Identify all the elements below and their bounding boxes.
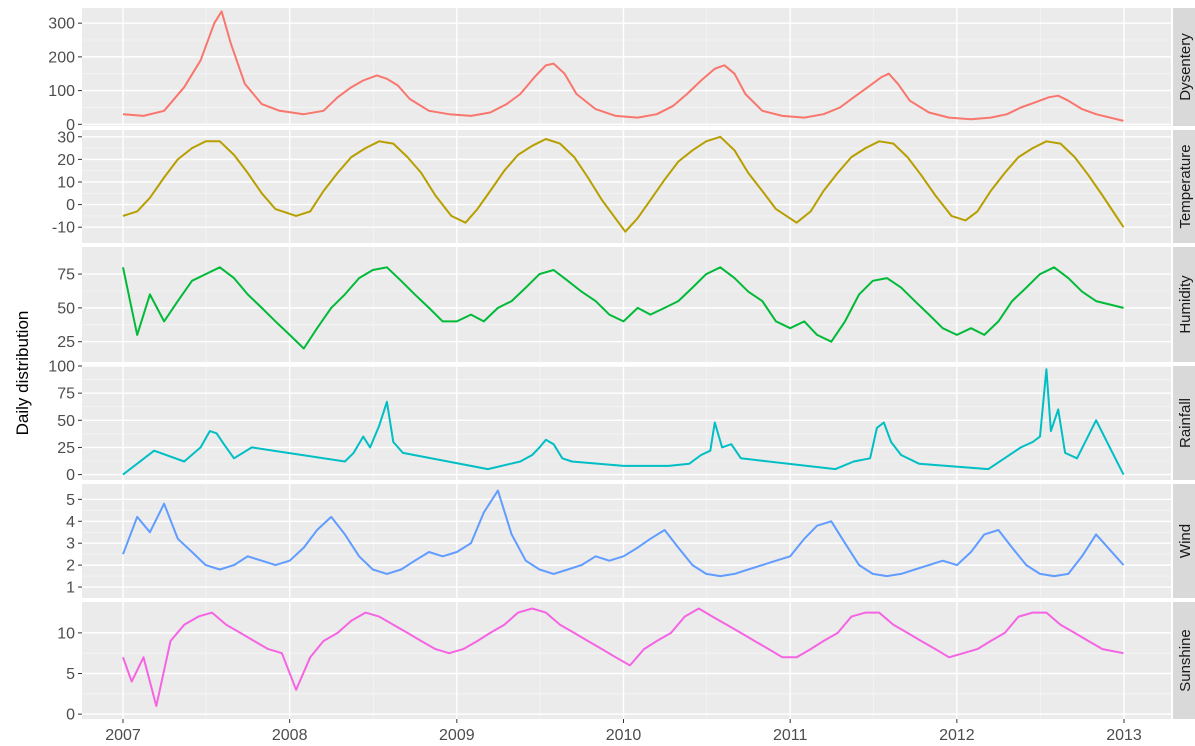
y-tick-label: 200: [48, 49, 75, 66]
facet-strip-label: Dysentery: [1177, 33, 1194, 101]
panel-background: [82, 602, 1171, 719]
y-tick-label: 300: [48, 16, 75, 33]
panel-sunshine: 0 5 10 Sunshine: [57, 602, 1195, 724]
y-tick-label: 2: [66, 558, 75, 575]
x-tick-label: 2008: [272, 727, 308, 744]
x-axis: 2007 2008 2009 2010 2011 2012 2013: [105, 719, 1142, 744]
panel-wind: 1 2 3 4 5 Wind: [66, 484, 1195, 598]
series-line-rainfall: [122, 368, 1125, 476]
y-tick-label: 10: [57, 174, 75, 191]
y-tick-label: 5: [66, 492, 75, 509]
facet-strip: [1173, 484, 1195, 598]
panel-temperature: -10 0 10 20 30 Temperature: [52, 129, 1195, 243]
series-line-humidity: [122, 266, 1124, 350]
y-tick-label: 100: [48, 359, 75, 376]
y-tick-label: 1: [66, 580, 75, 597]
y-tick-label: 0: [66, 467, 75, 484]
x-tick-label: 2007: [105, 727, 141, 744]
facet-panels: 0100200300Dysentery-100102030Temperature…: [48, 8, 1195, 724]
y-tick-label: 75: [57, 386, 75, 403]
panel-background: [82, 247, 1171, 362]
y-tick-label: 0: [66, 197, 75, 214]
series-line-temperature: [122, 135, 1125, 233]
y-tick-label: -10: [52, 220, 75, 237]
y-tick-label: 75: [57, 267, 75, 284]
panel-background: [82, 484, 1171, 598]
facet-strip-label: Wind: [1177, 524, 1194, 558]
y-tick-label: 30: [57, 129, 75, 146]
facet-strip: [1173, 366, 1195, 480]
facet-strip: [1173, 247, 1195, 362]
y-tick-label: 0: [66, 707, 75, 724]
facet-strip: [1173, 130, 1195, 243]
panel-humidity: 25 50 75 Humidity: [57, 247, 1195, 362]
x-tick-label: 2013: [1106, 727, 1142, 744]
panel-background: [82, 8, 1171, 126]
y-axis-title: Daily distribution: [13, 311, 32, 436]
panel-dysentery: 0 100 200 300 Dysentery: [48, 8, 1195, 134]
facet-strip-label: Rainfall: [1177, 398, 1194, 448]
facet-strip: [1173, 602, 1195, 719]
series-line-dysentery: [122, 10, 1124, 122]
y-tick-label: 50: [57, 413, 75, 430]
x-tick-label: 2011: [773, 727, 808, 744]
y-tick-label: 5: [66, 666, 75, 683]
y-tick-label: 100: [48, 83, 75, 100]
facet-strip-label: Humidity: [1177, 275, 1194, 334]
facet-strip-label: Sunshine: [1177, 629, 1194, 692]
panel-rainfall: 0 25 50 75 100 Rainfall: [48, 359, 1195, 484]
panel-background: [82, 366, 1171, 480]
series-line-wind: [122, 489, 1125, 578]
y-tick-label: 25: [57, 334, 75, 351]
x-tick-label: 2009: [439, 727, 475, 744]
facet-strip: [1173, 8, 1195, 126]
y-tick-label: 20: [57, 152, 75, 169]
facet-strip-label: Temperature: [1177, 144, 1194, 228]
x-tick-label: 2012: [939, 727, 975, 744]
series-line-sunshine: [122, 607, 1124, 707]
panel-background: [82, 130, 1171, 243]
y-tick-label: 3: [66, 536, 75, 553]
y-tick-label: 0: [66, 117, 75, 134]
y-tick-label: 4: [66, 514, 75, 531]
y-tick-label: 10: [57, 625, 75, 642]
y-tick-label: 50: [57, 300, 75, 317]
x-tick-label: 2010: [606, 727, 642, 744]
y-tick-label: 25: [57, 440, 75, 457]
